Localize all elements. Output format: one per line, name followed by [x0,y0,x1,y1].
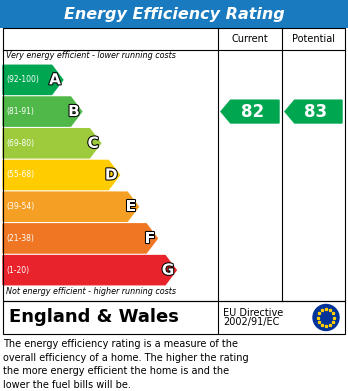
Text: B: B [68,104,80,119]
Polygon shape [3,256,176,285]
Circle shape [313,305,339,330]
Text: England & Wales: England & Wales [9,308,179,326]
Text: C: C [88,136,98,151]
Text: (69-80): (69-80) [6,139,34,148]
Bar [3,28,345,301]
Text: (92-100): (92-100) [6,75,39,84]
Polygon shape [3,224,157,253]
Polygon shape [3,97,82,126]
Polygon shape [3,65,63,95]
Text: The energy efficiency rating is a measure of the
overall efficiency of a home. T: The energy efficiency rating is a measur… [3,339,248,390]
Text: Not energy efficient - higher running costs: Not energy efficient - higher running co… [6,287,176,296]
Bar [3,301,345,334]
Text: (81-91): (81-91) [6,107,34,116]
Polygon shape [3,160,120,190]
Text: (21-38): (21-38) [6,234,34,243]
Text: (1-20): (1-20) [6,265,29,274]
Text: Potential: Potential [292,34,335,44]
Text: EU Directive: EU Directive [223,307,283,317]
Text: E: E [126,199,136,214]
Text: 82: 82 [241,102,264,120]
Text: D: D [105,167,118,183]
Polygon shape [3,192,139,221]
Text: Very energy efficient - lower running costs: Very energy efficient - lower running co… [6,51,176,60]
Text: 2002/91/EC: 2002/91/EC [223,317,279,328]
Text: G: G [162,263,174,278]
Polygon shape [285,100,342,123]
Text: F: F [145,231,155,246]
Text: 83: 83 [304,102,327,120]
Polygon shape [3,129,101,158]
Text: (39-54): (39-54) [6,202,34,211]
Polygon shape [221,100,279,123]
Bar [0,0,348,28]
Text: Current: Current [232,34,268,44]
Text: Energy Efficiency Rating: Energy Efficiency Rating [64,7,284,22]
Text: (55-68): (55-68) [6,170,34,179]
Text: A: A [49,72,61,87]
